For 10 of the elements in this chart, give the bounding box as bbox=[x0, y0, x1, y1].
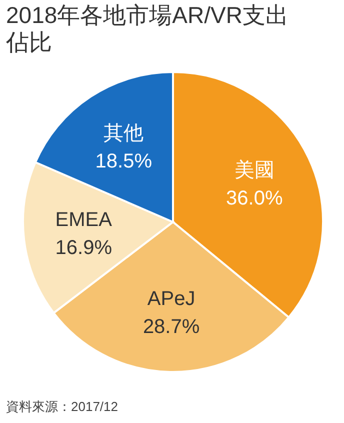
data-label: 18.5% bbox=[95, 150, 152, 173]
slice-label: 美國 bbox=[234, 158, 274, 182]
data-label: 36.0% bbox=[226, 188, 283, 210]
data-label: 28.7% bbox=[142, 316, 200, 338]
chart-title: 2018年各地市場AR/VR支出佔比 bbox=[6, 2, 290, 56]
slice-label: 其他 bbox=[104, 122, 144, 145]
data-label: 16.9% bbox=[55, 236, 112, 259]
slice-label: EMEA bbox=[55, 208, 113, 231]
slice-label: APeJ bbox=[147, 288, 196, 310]
source-note: 資料來源：2017/12 bbox=[6, 398, 118, 416]
